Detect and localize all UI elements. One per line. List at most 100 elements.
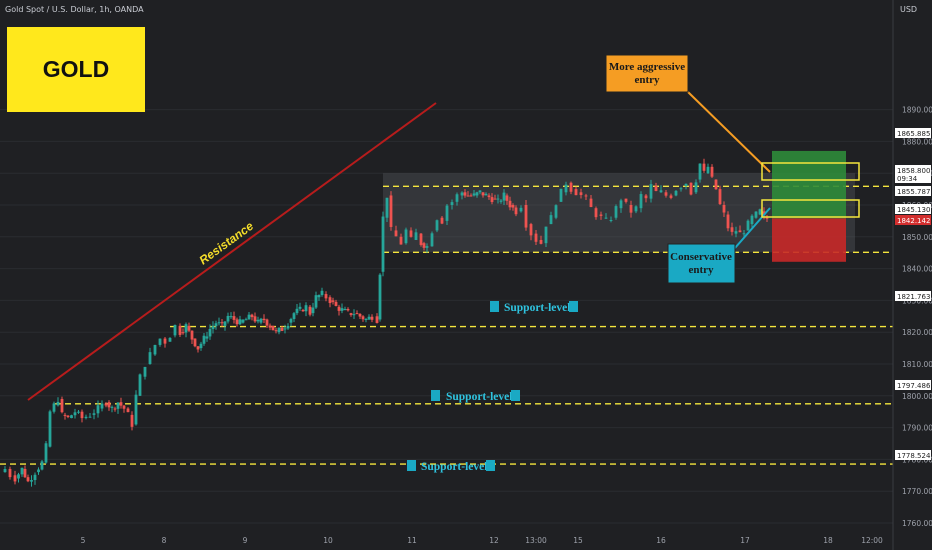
candle-body: [205, 336, 209, 339]
candle-body: [134, 394, 138, 425]
candlestick-series: [3, 158, 769, 487]
candle-body: [33, 474, 37, 481]
candle-body: [649, 184, 653, 199]
candle-body: [409, 230, 413, 237]
candle-body: [244, 319, 248, 321]
candle-body: [44, 443, 48, 463]
candle-body: [460, 192, 464, 196]
candle-body: [289, 318, 293, 323]
candle-body: [229, 316, 233, 318]
candle-body: [742, 233, 746, 235]
candle-body: [40, 461, 44, 470]
candle-body: [262, 318, 266, 321]
aggressive-entry-box: [605, 54, 689, 93]
candle-body: [664, 192, 668, 196]
candle-body: [361, 316, 365, 320]
candle-body: [389, 195, 393, 227]
price-tag-text: 1778.524: [897, 452, 931, 460]
support-3-icon-right: [486, 460, 495, 471]
candle-body: [23, 468, 27, 478]
price-tag-bg: [895, 186, 931, 196]
candle-body: [328, 297, 332, 304]
price-tag-text: 1797.486: [897, 382, 931, 390]
candle-body: [425, 246, 429, 248]
candle-body: [352, 314, 356, 316]
candle-body: [100, 403, 104, 409]
support-2-icon-left: [431, 390, 440, 401]
candle-body: [514, 207, 518, 215]
candle-body: [762, 211, 766, 216]
candle-body: [394, 230, 398, 237]
candle-body: [472, 193, 476, 196]
candle-body: [199, 343, 203, 349]
candle-body: [73, 412, 77, 416]
currency-label: USD: [900, 5, 917, 14]
price-tag-text: 1858.800: [897, 167, 930, 175]
candle-body: [694, 182, 698, 193]
candle-body: [295, 308, 299, 314]
candle-body: [286, 325, 290, 329]
candle-body: [265, 319, 269, 326]
candle-body: [107, 402, 111, 408]
candle-body: [524, 205, 528, 228]
y-tick-label: 1820.00: [902, 328, 932, 337]
price-axis-bg: [893, 0, 932, 550]
candle-body: [110, 406, 114, 408]
candle-body: [173, 324, 177, 336]
candle-body: [283, 328, 287, 330]
candle-body: [684, 183, 688, 186]
candle-body: [113, 408, 117, 410]
x-tick-label: 16: [656, 536, 666, 545]
candle-body: [594, 208, 598, 218]
aggressive-entry-arrow: [687, 91, 771, 173]
take-profit-zone: [772, 150, 846, 219]
candle-body: [726, 214, 730, 229]
candle-body: [235, 319, 239, 325]
candle-body: [722, 205, 726, 213]
price-tag-text: 1821.763: [897, 293, 930, 301]
candle-body: [698, 163, 702, 180]
x-tick-label: 12:00: [861, 536, 883, 545]
price-tag-bg: [895, 165, 931, 175]
price-tag-text: 1845.130: [897, 206, 930, 214]
candle-body: [119, 402, 123, 406]
candle-body: [419, 233, 423, 245]
candle-body: [554, 205, 558, 218]
support-2-label: Support-level: [446, 391, 512, 403]
aggressive-entry-line2: entry: [634, 74, 660, 86]
candle-body: [60, 398, 64, 413]
candle-body: [337, 306, 341, 311]
x-tick-label: 11: [407, 536, 417, 545]
candle-body: [544, 226, 548, 244]
conservative-entry-line1: Conservative: [670, 251, 732, 263]
candle-body: [624, 198, 628, 202]
candle-body: [375, 316, 379, 323]
candle-body: [96, 405, 100, 414]
candle-body: [84, 416, 88, 419]
candle-body: [217, 322, 221, 324]
candle-body: [214, 323, 218, 327]
candle-body: [738, 230, 742, 233]
candle-body: [268, 325, 272, 328]
candle-body: [463, 192, 467, 196]
candle-body: [324, 294, 328, 299]
candle-body: [609, 219, 613, 221]
candle-body: [208, 329, 212, 337]
support-3-label: Support-level: [421, 461, 487, 473]
candle-body: [163, 338, 167, 344]
candle-body: [466, 195, 470, 197]
candle-body: [92, 413, 96, 415]
support-label-2: Support-level: [431, 390, 520, 403]
candle-body: [256, 319, 260, 322]
x-tick-label: 10: [323, 536, 333, 545]
candle-body: [559, 188, 563, 202]
y-tick-label: 1880.00: [902, 137, 932, 146]
support-1-icon-left: [490, 301, 499, 312]
candle-body: [381, 216, 385, 272]
candle-body: [604, 217, 608, 219]
candle-body: [190, 330, 194, 340]
candle-body: [331, 300, 335, 302]
candle-body: [639, 194, 643, 209]
candle-body: [308, 306, 312, 315]
